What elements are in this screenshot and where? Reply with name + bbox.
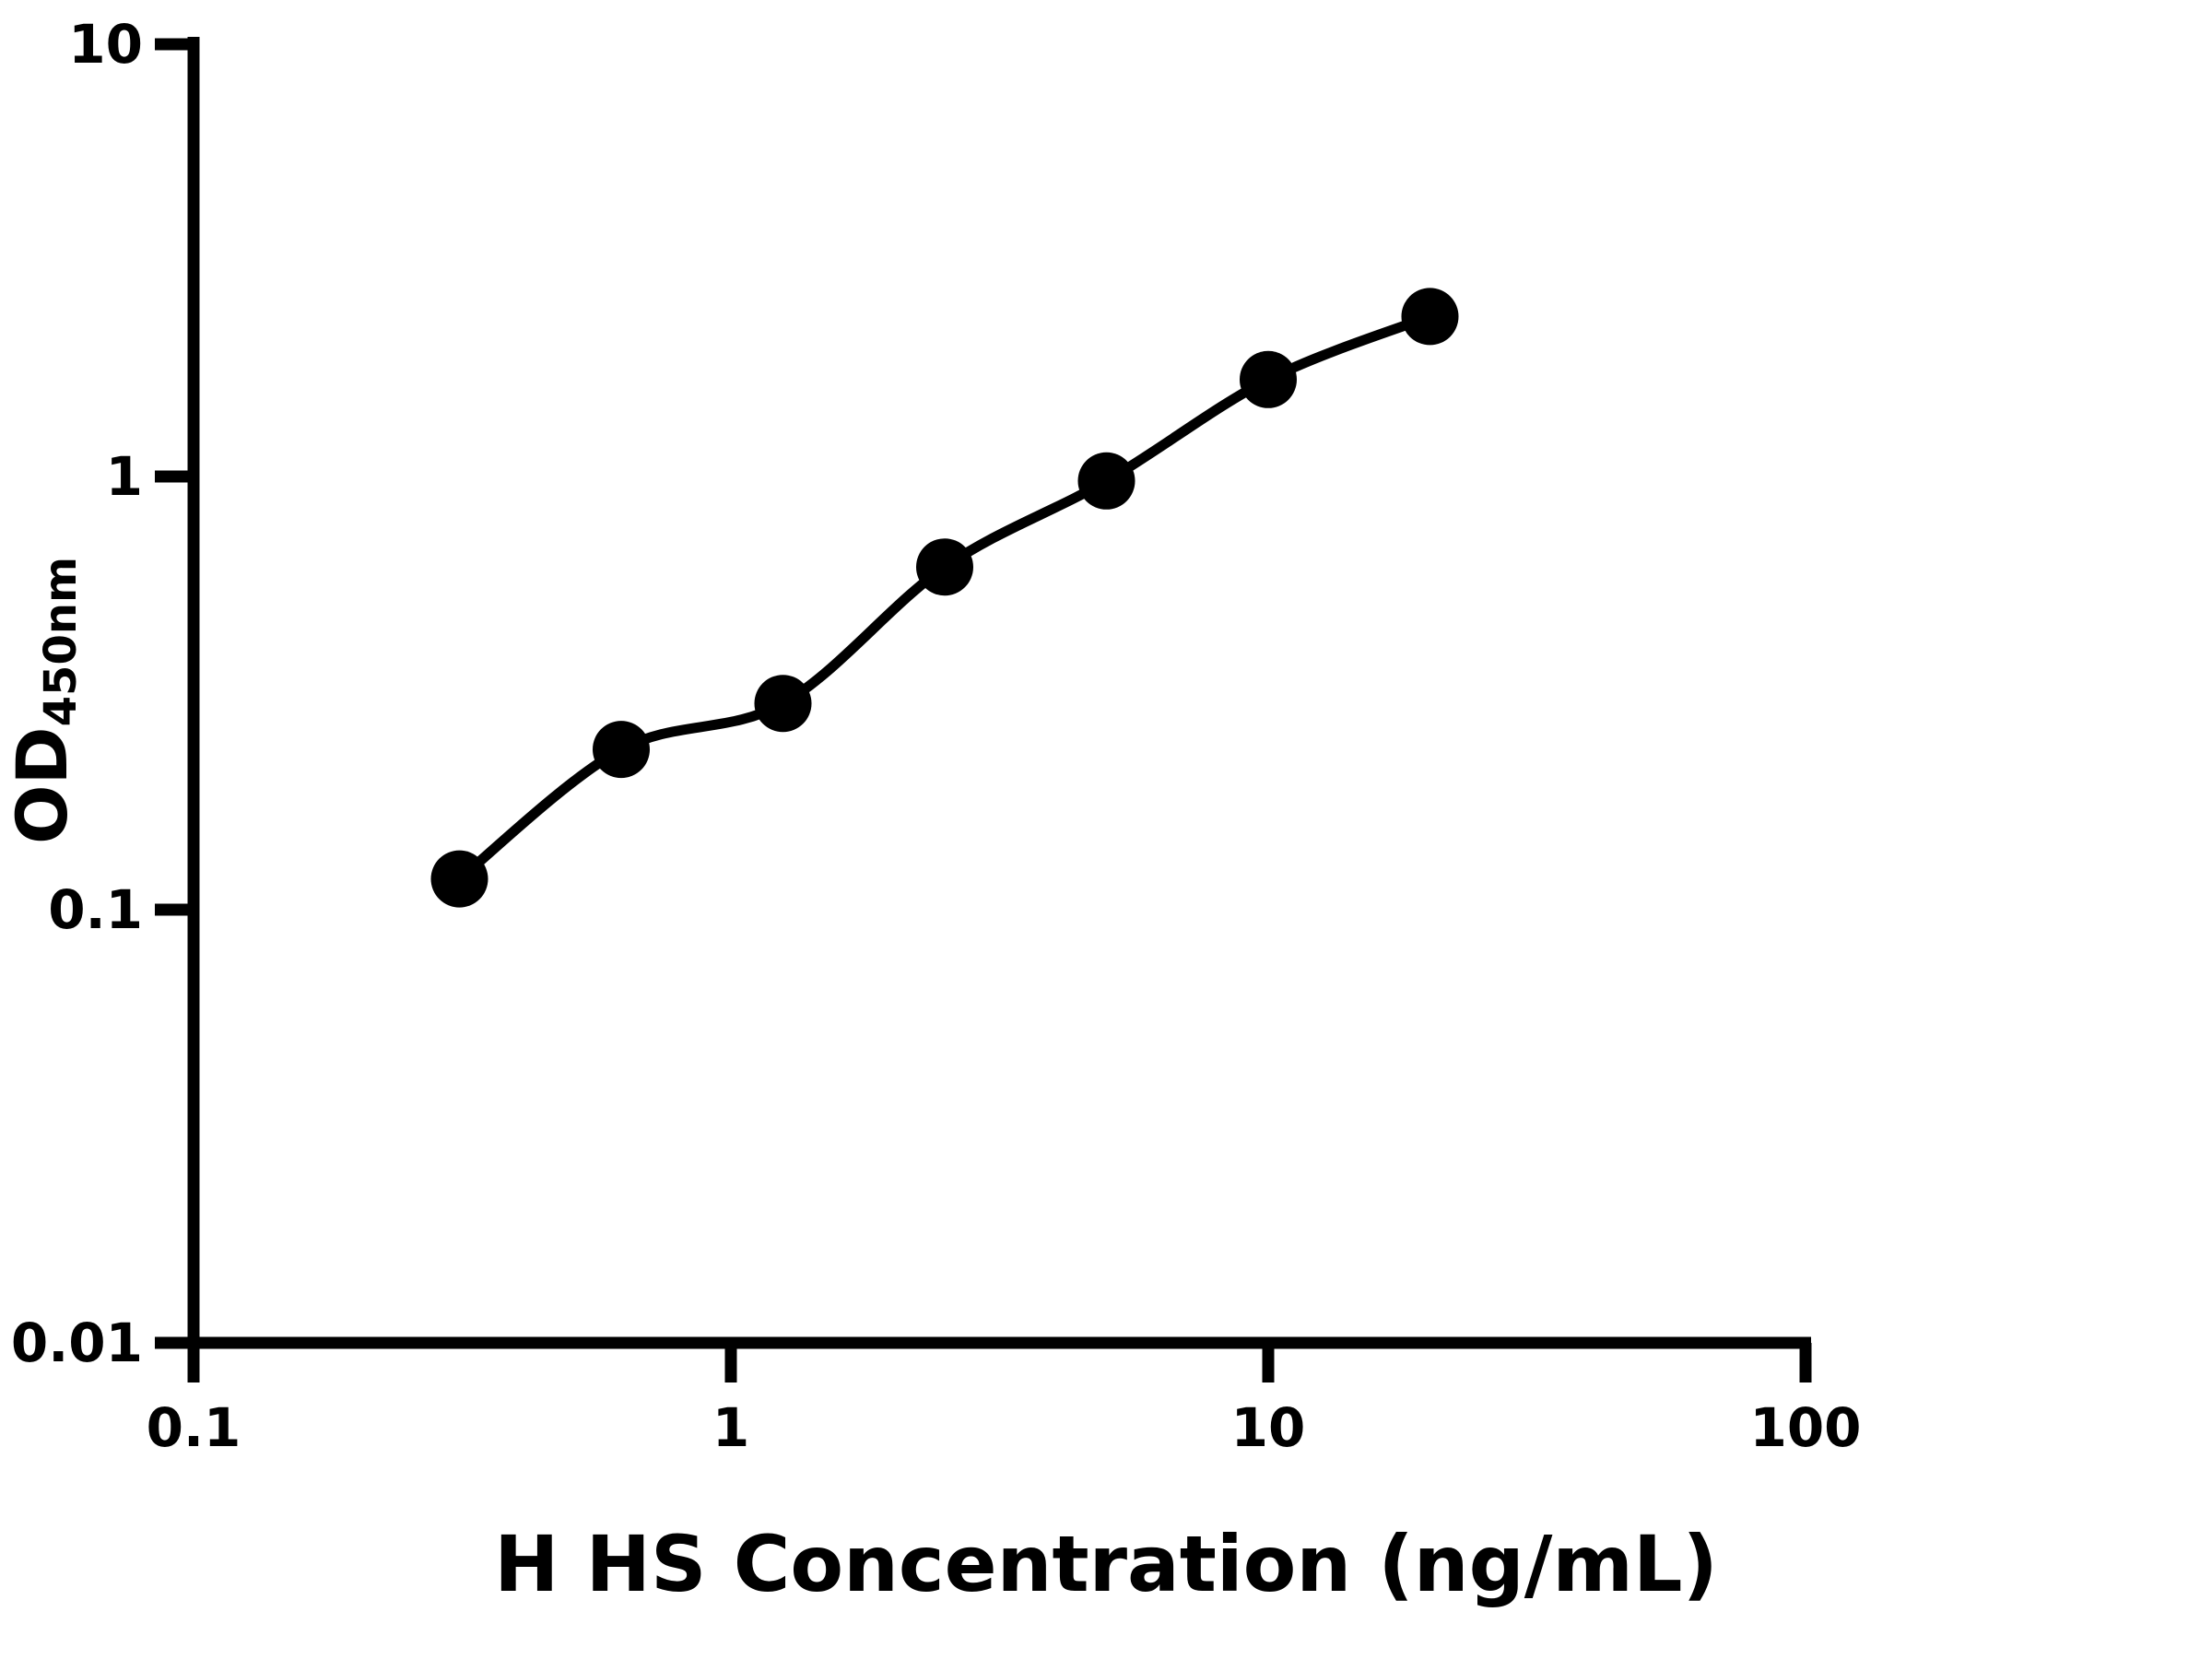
data-point [916,538,973,596]
data-point [754,675,812,733]
x-tick-label-100: 100 [1749,1396,1862,1459]
x-tick-label-10: 10 [1230,1396,1306,1459]
data-point [1240,350,1297,408]
y-tick-label-10: 10 [68,13,143,76]
data-point [1401,288,1459,346]
y-axis-title-base: OD [1,726,83,845]
data-point [430,850,488,908]
y-axis-title: OD450nm [1,557,87,844]
x-tick-label-0.1: 0.1 [146,1396,241,1459]
series-markers-standard-curve [430,288,1459,908]
y-tick-label-0.1: 0.1 [48,878,143,941]
x-tick-label-1: 1 [712,1396,750,1459]
x-axis-title: H HS Concentration (ng/mL) [494,1519,1718,1609]
y-tick-label-0.01: 0.01 [10,1312,143,1374]
y-axis-title-subscript: 450nm [35,556,87,727]
y-tick-label-1: 1 [105,445,143,508]
data-point [1077,452,1135,510]
y-axis-ticks [155,38,194,1349]
data-point [593,721,650,779]
x-axis-ticks [187,1343,1812,1382]
